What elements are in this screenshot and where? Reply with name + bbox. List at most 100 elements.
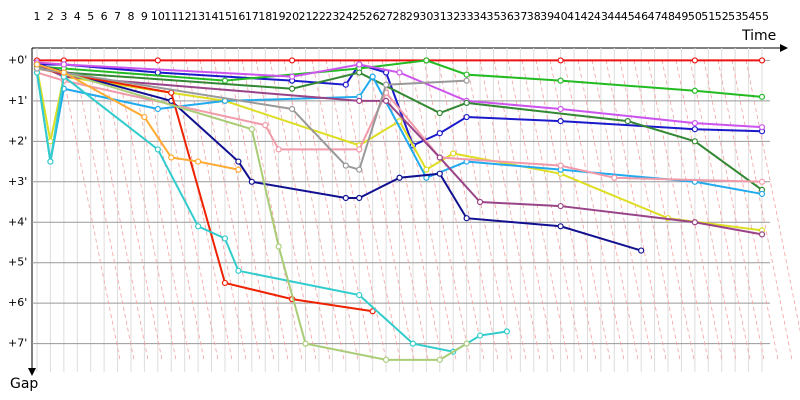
x-tick-label: 29 [406, 10, 420, 23]
x-tick-label: 25 [352, 10, 366, 23]
point [476, 332, 484, 339]
point [288, 85, 296, 92]
x-tick-label: 2 [47, 10, 54, 23]
point [503, 328, 511, 335]
point [463, 113, 470, 121]
x-tick-label: 20 [285, 10, 299, 23]
point [758, 231, 766, 238]
lap-line [493, 59, 555, 361]
point [557, 202, 564, 210]
lap-line [591, 59, 653, 361]
point [463, 215, 470, 222]
point [557, 77, 564, 84]
point [450, 150, 457, 157]
point [235, 267, 242, 274]
y-tick-label: +0' [8, 53, 27, 66]
point [60, 69, 67, 76]
x-tick-label: 19 [272, 10, 286, 23]
point [611, 174, 618, 181]
x-tick-label: 47 [648, 10, 662, 23]
point [235, 166, 242, 173]
point [356, 61, 363, 68]
x-tick-label: 54 [742, 10, 756, 23]
x-tick-label: 34 [473, 10, 487, 23]
lap-line [703, 59, 765, 361]
point [342, 162, 349, 169]
x-tick-label: 13 [191, 10, 205, 23]
point [356, 166, 363, 173]
x-tick-label: 7 [114, 10, 121, 23]
x-tick-label: 28 [393, 10, 407, 23]
x-tick-label: 31 [433, 10, 447, 23]
point [275, 146, 282, 153]
lap-line [339, 59, 401, 361]
point [302, 340, 309, 347]
point [557, 57, 564, 64]
y-tick-label: +6' [8, 296, 27, 309]
lap-line [451, 59, 513, 361]
lap-line [675, 59, 737, 361]
point [436, 170, 443, 177]
x-tick-label: 30 [419, 10, 433, 23]
x-tick-label: 39 [540, 10, 554, 23]
point [288, 105, 296, 113]
point [463, 340, 470, 347]
x-tick-label: 40 [554, 10, 568, 23]
lap-line [605, 59, 667, 361]
x-tick-label: 46 [634, 10, 648, 23]
x-tick-label: 11 [164, 10, 178, 23]
point [262, 122, 269, 129]
series-line [36, 67, 468, 361]
y-arrow [28, 368, 36, 376]
lap-line [717, 59, 779, 361]
point [624, 118, 631, 125]
point [248, 178, 255, 185]
point [356, 291, 363, 299]
lap-line [731, 59, 793, 361]
lap-line [465, 59, 527, 361]
x-tick-label: 22 [312, 10, 326, 23]
point [168, 89, 175, 96]
y-tick-label: +1' [8, 94, 27, 107]
lap-line [633, 59, 695, 361]
point [436, 154, 443, 161]
x-tick-label: 35 [486, 10, 500, 23]
point [195, 158, 202, 165]
point [691, 138, 698, 145]
point [382, 81, 390, 88]
x-tick-label: 24 [339, 10, 353, 23]
point [342, 194, 349, 202]
x-tick-label: 53 [728, 10, 742, 23]
point [436, 356, 443, 363]
x-tick-label: 4 [74, 10, 81, 23]
point [409, 340, 417, 347]
y-tick-label: +4' [8, 215, 27, 228]
lap-line [255, 59, 317, 361]
lap-line [689, 59, 751, 361]
x-tick-label: 6 [101, 10, 108, 23]
x-tick-label: 45 [621, 10, 635, 23]
x-tick-label: 36 [500, 10, 514, 23]
point [396, 69, 403, 76]
point [356, 146, 363, 153]
x-tick-label: 51 [701, 10, 715, 23]
lap-line [353, 59, 415, 361]
y-tick-label: +7' [8, 337, 27, 350]
point [369, 308, 376, 315]
point [235, 158, 242, 165]
x-tick-label: 32 [446, 10, 460, 23]
x-tick-label: 9 [141, 10, 148, 23]
lap-line [73, 59, 135, 361]
lap-line [143, 59, 205, 361]
lap-line [213, 59, 275, 361]
lap-line [227, 59, 289, 361]
point [154, 57, 161, 64]
lap-line [647, 59, 709, 361]
point [638, 247, 645, 254]
point [423, 166, 430, 173]
x-tick-label: 15 [218, 10, 232, 23]
point [369, 73, 376, 80]
point [557, 118, 564, 125]
x-tick-label: 21 [299, 10, 313, 23]
